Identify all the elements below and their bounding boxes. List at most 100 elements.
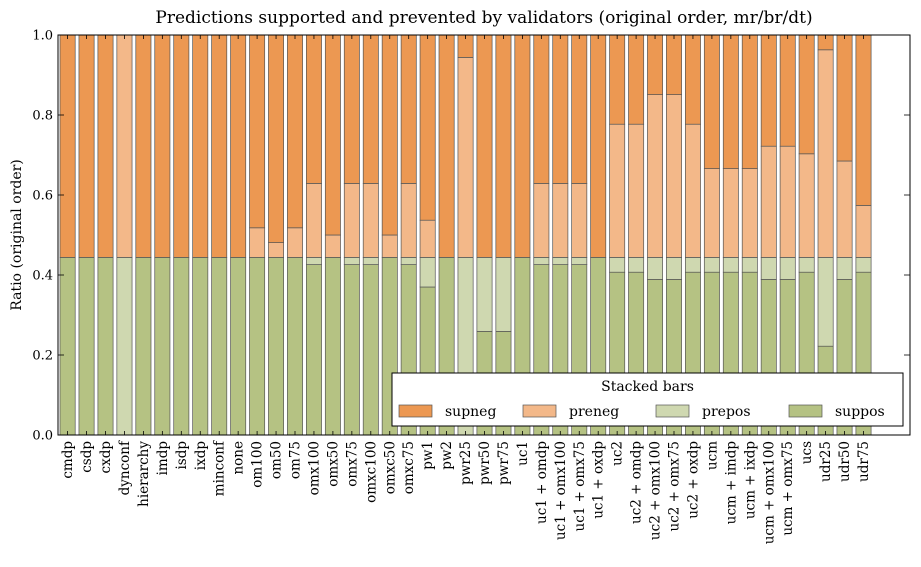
bar-segment-supneg [400,34,417,184]
x-tick-label: om50 [269,441,285,479]
bar-segment-suppos [97,257,114,436]
bar-segment-supneg [154,34,171,258]
bar-segment-supneg [495,34,512,258]
bar-segment-prepos [552,257,569,265]
bar-segment-prepos [836,257,853,280]
x-tick-label: pwr75 [496,441,512,485]
bar-segment-prepos [362,257,379,265]
x-tick-label: isdp [174,441,190,470]
bar-segment-preneg [362,183,379,258]
y-tick-label: 0.6 [32,189,53,204]
legend-swatch-suppos [788,404,823,418]
bar-segment-supneg [59,34,76,258]
x-tick-label: uc1 + omx100 [553,441,569,540]
x-tick-label: ucm [704,441,720,470]
legend-swatch-supneg [398,404,433,418]
plot-frame [57,34,911,436]
bar-segment-suppos [59,257,76,436]
bar-segment-supneg [97,34,114,258]
bar-segment-prepos [495,257,512,332]
x-tick-label: udr75 [856,441,872,482]
y-axis-label: Ratio (original order) [9,159,25,311]
bar-segment-supneg [703,34,720,169]
bar-segment-preneg [836,160,853,258]
bar-segment-supneg [306,34,322,184]
bar-segment-supneg [230,34,247,258]
bar-segment-supneg [760,34,777,147]
bar-segment-preneg [666,94,682,258]
bar-segment-supneg [779,34,796,147]
x-tick-label: none [231,441,247,475]
x-tick-label: hierarchy [136,441,152,507]
bar-segment-prepos [741,257,758,273]
bar-segment-preneg [287,227,303,258]
bar-segment-suppos [211,257,228,436]
x-tick-label: pwr25 [458,441,474,485]
x-tick-label: ucm + omx75 [780,441,796,536]
y-tick-label: 0.0 [32,429,53,444]
legend-label-prepos: prepos [702,404,751,420]
x-tick-label: uc2 + omx100 [648,441,664,540]
bar-segment-supneg [268,34,285,243]
bar-segment-preneg [798,153,815,258]
bar-segment-suppos [306,264,322,436]
bar-segment-suppos [135,257,152,436]
bar-segment-supneg [741,34,758,169]
x-tick-label: omx50 [325,441,341,487]
legend-label-suppos: suppos [835,404,885,420]
bar-segment-supneg [590,34,607,258]
bar-segment-suppos [192,257,209,436]
x-tick-label: pw2 [439,441,455,470]
bar-segment-suppos [154,257,171,436]
bar-segment-preneg [741,168,758,258]
x-tick-label: cmdp [60,441,76,479]
legend-swatch-preneg [522,404,557,418]
bar-segment-prepos [684,257,701,273]
bar-segment-prepos [855,257,872,273]
bar-segment-supneg [249,34,266,229]
x-tick-label: ucs [799,441,815,464]
bar-segment-supneg [419,34,436,221]
x-tick-label: uc2 + oxdp [685,441,701,519]
bar-segment-supneg [287,34,303,229]
legend: Stacked bars supneg preneg prepos suppos [391,372,904,427]
x-tick-label: uc2 [610,441,626,466]
bar-segment-preneg [552,183,569,258]
bar-segment-prepos [817,257,834,347]
bar-segment-preneg [419,219,436,258]
bar-segment-suppos [230,257,247,436]
bar-segment-prepos [647,257,664,280]
bar-segment-preneg [116,34,133,258]
bar-segment-prepos [116,257,133,436]
bar-segment-preneg [268,242,285,258]
bar-segment-prepos [628,257,645,273]
bar-segment-supneg [628,34,645,125]
bar-segment-preneg [628,123,645,258]
bar-segment-supneg [609,34,626,125]
x-tick-label: uc1 [515,441,531,466]
bar-segment-supneg [514,34,531,258]
bar-segment-preneg [381,234,398,258]
bar-segment-preneg [324,234,341,258]
legend-swatch-prepos [655,404,690,418]
bar-segment-suppos [78,257,95,436]
bar-segment-supneg [362,34,379,184]
bar-segment-prepos [476,257,493,332]
bar-segment-preneg [306,183,322,258]
bar-segment-prepos [760,257,777,280]
bar-segment-preneg [571,183,588,258]
bar-segment-prepos [779,257,796,280]
bar-segment-supneg [533,34,550,184]
y-tick-label: 1.0 [32,29,53,44]
bar-segment-suppos [324,257,341,436]
bar-segment-supneg [211,34,228,258]
bar-segment-prepos [306,257,322,265]
bar-segment-supneg [381,34,398,236]
bar-segment-preneg [779,145,796,258]
bar-segment-preneg [722,168,739,258]
x-tick-label: omxc100 [363,441,379,503]
legend-label-preneg: preneg [569,404,619,420]
bar-segment-prepos [666,257,682,280]
